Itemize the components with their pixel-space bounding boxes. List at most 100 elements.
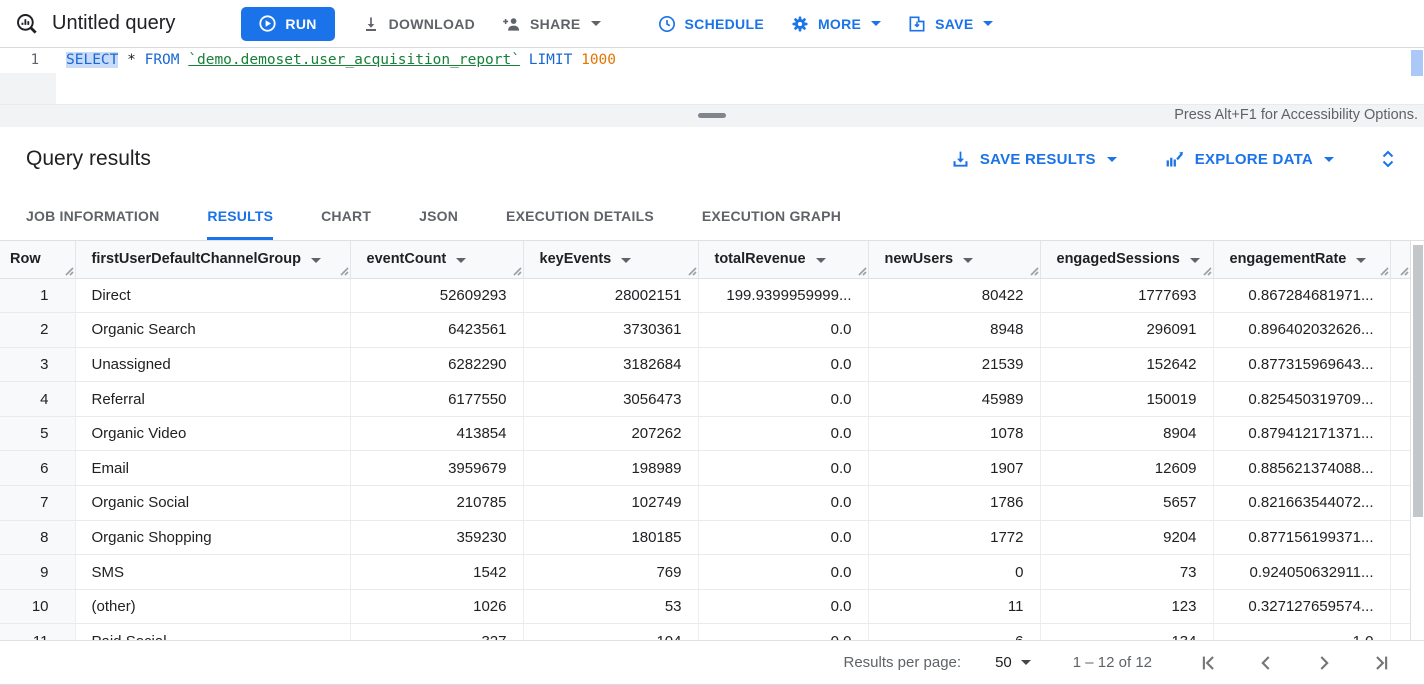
column-menu-icon[interactable] [1356, 258, 1367, 264]
query-title[interactable]: Untitled query [52, 12, 176, 34]
editor-scrollbar-thumb[interactable] [1411, 50, 1423, 76]
column-menu-icon[interactable] [456, 258, 467, 264]
cell-firstUserDefaultChannelGroup: Referral [75, 381, 351, 417]
column-resize-icon[interactable] [857, 266, 867, 276]
column-header-engagedSessions[interactable]: engagedSessions [1040, 241, 1214, 279]
first-page-button[interactable] [1196, 651, 1220, 675]
chevron-down-icon [590, 21, 601, 26]
column-resize-icon[interactable] [687, 266, 697, 276]
column-header-keyEvents[interactable]: keyEvents [523, 241, 699, 279]
column-resize-icon[interactable] [339, 266, 349, 276]
table-row: 6 Email 3959679 198989 0.0 1907 12609 0.8856213… [0, 450, 1410, 487]
cell-row: 3 [0, 347, 76, 383]
cell-eventCount: 210785 [350, 485, 524, 521]
column-header-eventCount[interactable]: eventCount [350, 241, 524, 279]
cell-totalRevenue: 0.0 [698, 623, 869, 640]
sql-editor[interactable]: 1 SELECT * FROM `demo.demoset.user_acqui… [0, 48, 1424, 104]
cell-engagementRate: 0.821663544072... [1213, 485, 1391, 521]
tab-execution-details[interactable]: EXECUTION DETAILS [506, 207, 654, 224]
cell-filler [1390, 416, 1410, 452]
schedule-button[interactable]: SCHEDULE [657, 14, 764, 34]
tab-json[interactable]: JSON [419, 207, 459, 224]
results-table: Row firstUserDefaultChannelGroup eventCoun… [0, 241, 1410, 640]
cell-keyEvents: 3182684 [523, 347, 699, 383]
cell-engagedSessions: 296091 [1040, 312, 1214, 348]
table-scrollbar-track[interactable] [1410, 241, 1424, 640]
column-menu-icon[interactable] [310, 258, 321, 264]
last-page-button[interactable] [1370, 651, 1394, 675]
cell-engagedSessions: 73 [1040, 554, 1214, 590]
cell-row: 10 [0, 589, 76, 625]
expand-results-button[interactable] [1380, 149, 1396, 169]
download-icon [361, 14, 381, 34]
cell-totalRevenue: 0.0 [698, 589, 869, 625]
cell-row: 2 [0, 312, 76, 348]
share-button[interactable]: SHARE [501, 14, 601, 34]
next-page-button[interactable] [1312, 651, 1336, 675]
cell-keyEvents: 769 [523, 554, 699, 590]
cell-keyEvents: 3056473 [523, 381, 699, 417]
pane-resize-handle[interactable] [698, 113, 726, 118]
explore-data-button[interactable]: EXPLORE DATA [1163, 149, 1334, 170]
page-size-select[interactable]: 50 [995, 654, 1031, 671]
save-button[interactable]: SAVE [907, 14, 994, 34]
column-resize-icon[interactable] [512, 266, 522, 276]
cell-newUsers: 80422 [868, 278, 1041, 314]
cell-row: 7 [0, 485, 76, 521]
cell-engagedSessions: 8904 [1040, 416, 1214, 452]
column-menu-icon[interactable] [963, 258, 974, 264]
tab-results[interactable]: RESULTS [207, 191, 274, 240]
column-resize-icon[interactable] [1202, 266, 1212, 276]
column-resize-icon[interactable] [1029, 266, 1039, 276]
cell-engagedSessions: 5657 [1040, 485, 1214, 521]
tab-chart[interactable]: CHART [321, 207, 372, 224]
cell-keyEvents: 53 [523, 589, 699, 625]
column-header-newUsers[interactable]: newUsers [868, 241, 1041, 279]
sql-code-line[interactable]: SELECT * FROM `demo.demoset.user_acquisi… [56, 48, 1424, 104]
column-menu-icon[interactable] [815, 258, 826, 264]
cell-engagementRate: 0.896402032626... [1213, 312, 1391, 348]
column-label: eventCount [366, 251, 447, 268]
results-table-container: Row firstUserDefaultChannelGroup eventCoun… [0, 241, 1424, 640]
cell-firstUserDefaultChannelGroup: Unassigned [75, 347, 351, 383]
column-header-row[interactable]: Row [0, 241, 76, 279]
save-results-button[interactable]: SAVE RESULTS [950, 149, 1117, 170]
query-editor-toolbar: Untitled query RUN DOWNLOAD SHARE [0, 0, 1424, 48]
column-resize-icon[interactable] [1400, 266, 1409, 276]
cell-filler [1390, 347, 1410, 383]
cell-eventCount: 52609293 [350, 278, 524, 314]
cell-newUsers: 11 [868, 589, 1041, 625]
tab-execution-graph[interactable]: EXECUTION GRAPH [701, 207, 841, 224]
cell-totalRevenue: 0.0 [698, 416, 869, 452]
cell-row: 9 [0, 554, 76, 590]
table-header-row: Row firstUserDefaultChannelGroup eventCoun… [0, 241, 1410, 279]
column-resize-icon[interactable] [1379, 266, 1389, 276]
cell-keyEvents: 104 [523, 623, 699, 640]
more-button[interactable]: MORE [790, 14, 882, 34]
previous-page-button[interactable] [1254, 651, 1278, 675]
sql-table-reference[interactable]: `demo.demoset.user_acquisition_report` [188, 52, 520, 68]
cell-row: 5 [0, 416, 76, 452]
column-header-engagementRate[interactable]: engagementRate [1213, 241, 1391, 279]
person-add-icon [501, 14, 522, 34]
cell-keyEvents: 207262 [523, 416, 699, 452]
column-menu-icon[interactable] [621, 258, 632, 264]
cell-firstUserDefaultChannelGroup: Organic Video [75, 416, 351, 452]
table-row: 9 SMS 1542 769 0.0 0 73 0.924050632911... [0, 554, 1410, 590]
column-header-firstUserDefaultChannelGroup[interactable]: firstUserDefaultChannelGroup [75, 241, 351, 279]
run-button[interactable]: RUN [241, 6, 335, 41]
download-button[interactable]: DOWNLOAD [361, 14, 475, 34]
cell-filler [1390, 554, 1410, 590]
play-icon [259, 15, 277, 32]
tab-job-information[interactable]: JOB INFORMATION [26, 207, 160, 224]
cell-totalRevenue: 0.0 [698, 554, 869, 590]
column-resize-icon[interactable] [64, 266, 74, 276]
column-label: engagementRate [1229, 251, 1347, 268]
editor-status-strip: Press Alt+F1 for Accessibility Options. [0, 104, 1424, 127]
column-menu-icon[interactable] [1189, 258, 1200, 264]
chevron-right-icon [1320, 655, 1329, 670]
table-scrollbar-thumb[interactable] [1413, 245, 1423, 517]
results-title: Query results [26, 147, 151, 170]
column-header-totalRevenue[interactable]: totalRevenue [698, 241, 869, 279]
cell-keyEvents: 102749 [523, 485, 699, 521]
